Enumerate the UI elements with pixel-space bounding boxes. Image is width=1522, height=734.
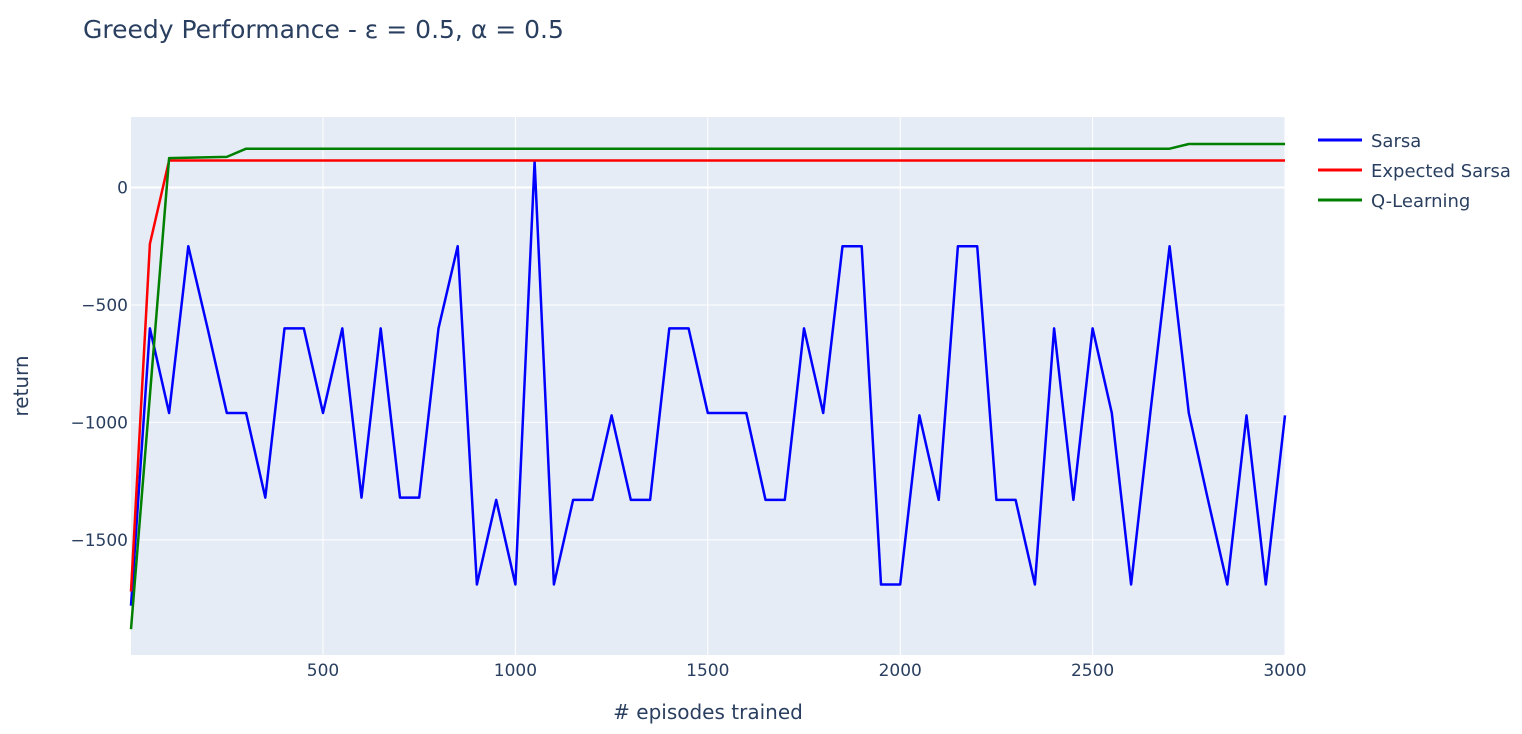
chart-title: Greedy Performance - ε = 0.5, α = 0.5 <box>83 15 564 44</box>
legend-item-expected-sarsa[interactable]: Expected Sarsa <box>1318 161 1511 182</box>
legend-label: Expected Sarsa <box>1371 161 1511 182</box>
legend-item-q-learning[interactable]: Q-Learning <box>1318 191 1470 212</box>
y-tick-label: −500 <box>81 296 128 316</box>
y-axis-label: return <box>9 355 33 416</box>
x-tick-label: 3000 <box>1263 661 1306 681</box>
y-tick-label: −1500 <box>70 531 128 551</box>
y-tick-label: −1000 <box>70 413 128 433</box>
x-tick-label: 500 <box>307 661 339 681</box>
legend-label: Sarsa <box>1371 131 1421 152</box>
series-line-q-learning <box>129 142 1285 630</box>
x-tick-label: 1500 <box>686 661 729 681</box>
legend[interactable]: Sarsa Expected Sarsa Q-Learning <box>1318 131 1511 212</box>
x-tick-label: 2000 <box>879 661 922 681</box>
legend-item-sarsa[interactable]: Sarsa <box>1318 131 1421 152</box>
x-axis-label: # episodes trained <box>613 700 803 724</box>
y-axis-ticks: 0 −500 −1000 −1500 <box>70 178 128 550</box>
x-tick-label: 2500 <box>1071 661 1114 681</box>
legend-label: Q-Learning <box>1371 191 1470 212</box>
x-tick-label: 1000 <box>494 661 537 681</box>
series-lines <box>129 142 1287 630</box>
x-axis-ticks: 500 1000 1500 2000 2500 3000 <box>307 661 1307 681</box>
series-line-sarsa <box>129 160 1287 606</box>
grid-lines <box>131 117 1286 655</box>
y-tick-label: 0 <box>117 178 128 198</box>
